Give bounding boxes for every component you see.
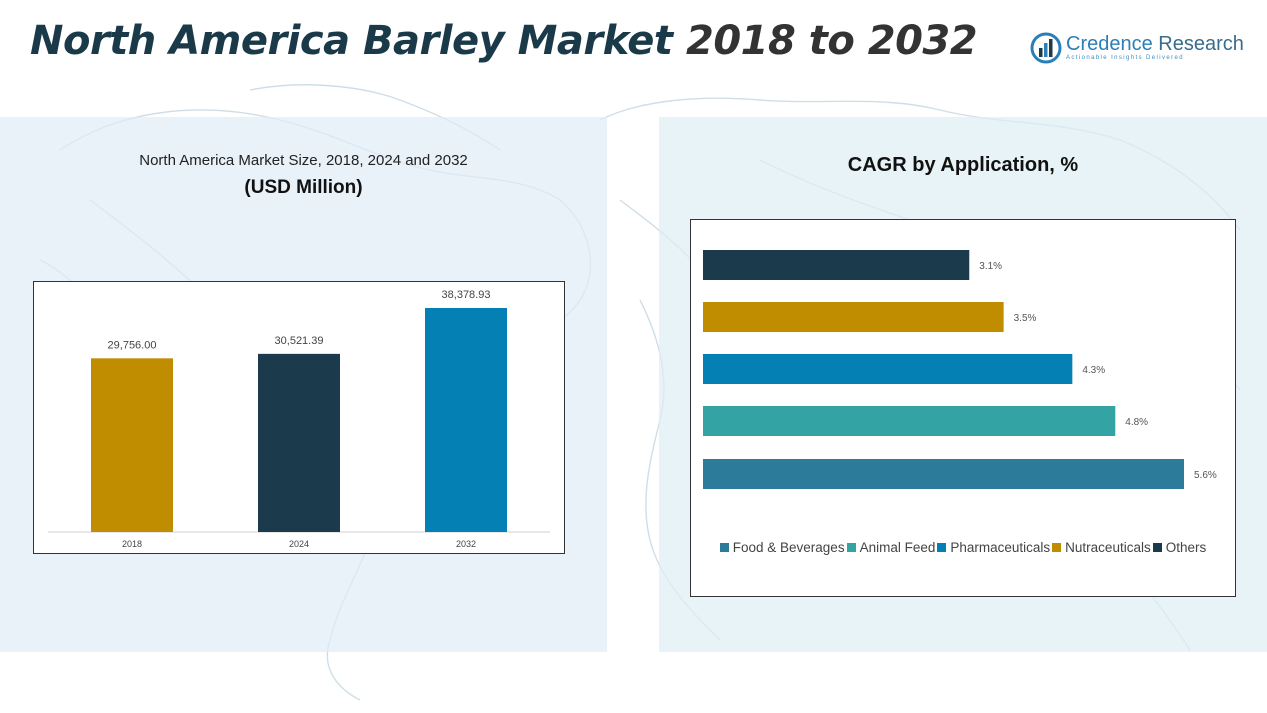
cagr-bar-others [703,250,970,280]
cagr-value-label: 3.1% [979,261,1002,272]
legend-item: Food & Beverages [719,540,845,555]
cagr-bar-food-beverages [703,459,1184,489]
legend-item: Animal Feed [846,540,936,555]
logo-name: Credence Research [1066,33,1244,56]
page-title-main: North America Barley Market [30,18,673,64]
cagr-value-label: 4.3% [1082,365,1105,376]
legend-item: Pharmaceuticals [937,540,1050,555]
market-size-value-label: 38,378.93 [442,289,491,301]
market-size-bar-chart: 29,756.00 2018 30,521.39 2024 38,378.93 2032 [48,289,550,549]
legend-swatch [719,543,729,552]
legend-label: Animal Feed [859,540,936,555]
legend-item: Nutraceuticals [1052,540,1151,555]
logo-name-research: Research [1158,33,1244,55]
cagr-value-label: 4.8% [1125,417,1148,428]
legend-label: Food & Beverages [732,540,845,555]
market-size-subtitle: North America Market Size, 2018, 2024 an… [139,152,468,169]
legend-swatch [1052,543,1062,552]
cagr-value-label: 3.5% [1014,313,1037,324]
cagr-bar-animal-feed [703,406,1116,436]
legend-label: Others [1165,540,1207,555]
cagr-bar-chart: 3.1% 3.5% 4.3% 4.8% 5.6% [703,250,1217,489]
market-size-value-label: 30,521.39 [275,335,324,347]
cagr-legend: Food & Beverages Animal Feed Pharmaceutica… [691,540,1235,555]
legend-label: Nutraceuticals [1065,540,1151,555]
legend-swatch [1152,543,1162,552]
legend-label: Pharmaceuticals [950,540,1051,555]
market-size-tick-label: 2032 [456,539,476,549]
logo-tagline: Actionable Insights Delivered [1066,55,1184,61]
bar-chart-circle-icon [1030,32,1062,64]
legend-swatch [846,543,856,552]
cagr-chart-title: CAGR by Application, % [847,154,1079,176]
market-size-bar-2032 [425,308,507,532]
cagr-value-label: 5.6% [1194,470,1217,481]
market-size-bar-2024 [258,353,340,532]
market-size-tick-label: 2018 [122,539,142,549]
legend-swatch [937,543,947,552]
page-title: North America Barley Market 2018 to 2032 [30,18,978,64]
market-size-value-label: 29,756.00 [108,339,157,351]
page-title-years: 2018 to 2032 [685,18,978,64]
cagr-bar-nutraceuticals [703,302,1004,332]
market-size-unit: (USD Million) [244,177,363,198]
brand-logo: Credence Research Actionable Insights De… [1030,30,1244,66]
market-size-chart-frame: 29,756.00 2018 30,521.39 2024 38,378.93 2032 [33,281,565,554]
market-size-bar-2018 [91,358,173,532]
cagr-chart-frame: 3.1% 3.5% 4.3% 4.8% 5.6% Food & Beverages Ani… [690,219,1236,597]
legend-item: Others [1152,540,1207,555]
logo-name-credence: Credence [1066,33,1153,55]
market-size-tick-label: 2024 [289,539,309,549]
cagr-bar-pharmaceuticals [703,354,1073,384]
